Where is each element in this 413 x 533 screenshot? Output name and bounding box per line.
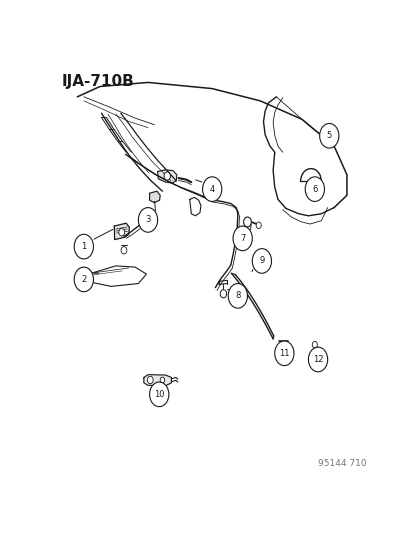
Text: 10: 10 bbox=[154, 390, 164, 399]
Text: 6: 6 bbox=[311, 184, 317, 193]
Circle shape bbox=[147, 376, 153, 384]
Circle shape bbox=[252, 248, 271, 273]
Circle shape bbox=[220, 290, 226, 298]
Text: 12: 12 bbox=[312, 355, 323, 364]
Text: 9: 9 bbox=[259, 256, 264, 265]
Circle shape bbox=[164, 172, 170, 180]
Circle shape bbox=[280, 345, 285, 351]
Circle shape bbox=[119, 229, 124, 236]
Circle shape bbox=[149, 382, 169, 407]
Polygon shape bbox=[143, 375, 171, 386]
Circle shape bbox=[304, 177, 324, 201]
Circle shape bbox=[160, 377, 164, 383]
Circle shape bbox=[319, 124, 338, 148]
Circle shape bbox=[243, 217, 251, 227]
Circle shape bbox=[121, 247, 126, 254]
Text: 11: 11 bbox=[278, 349, 289, 358]
Text: 95144 710: 95144 710 bbox=[317, 459, 365, 468]
Text: 2: 2 bbox=[81, 275, 86, 284]
Text: 4: 4 bbox=[209, 184, 214, 193]
Polygon shape bbox=[149, 191, 160, 203]
Text: 7: 7 bbox=[240, 234, 245, 243]
Polygon shape bbox=[114, 223, 129, 240]
Circle shape bbox=[74, 235, 93, 259]
Text: IJA-710B: IJA-710B bbox=[61, 74, 134, 89]
Circle shape bbox=[74, 267, 93, 292]
Polygon shape bbox=[158, 170, 176, 183]
Text: 5: 5 bbox=[326, 131, 331, 140]
Text: 1: 1 bbox=[81, 242, 86, 251]
Circle shape bbox=[311, 342, 317, 348]
Circle shape bbox=[256, 222, 261, 229]
Text: 8: 8 bbox=[235, 292, 240, 300]
Circle shape bbox=[138, 207, 157, 232]
Circle shape bbox=[233, 226, 252, 251]
Circle shape bbox=[274, 341, 293, 366]
Text: 3: 3 bbox=[145, 215, 150, 224]
Circle shape bbox=[228, 284, 247, 308]
Circle shape bbox=[308, 347, 327, 372]
Circle shape bbox=[202, 177, 221, 201]
